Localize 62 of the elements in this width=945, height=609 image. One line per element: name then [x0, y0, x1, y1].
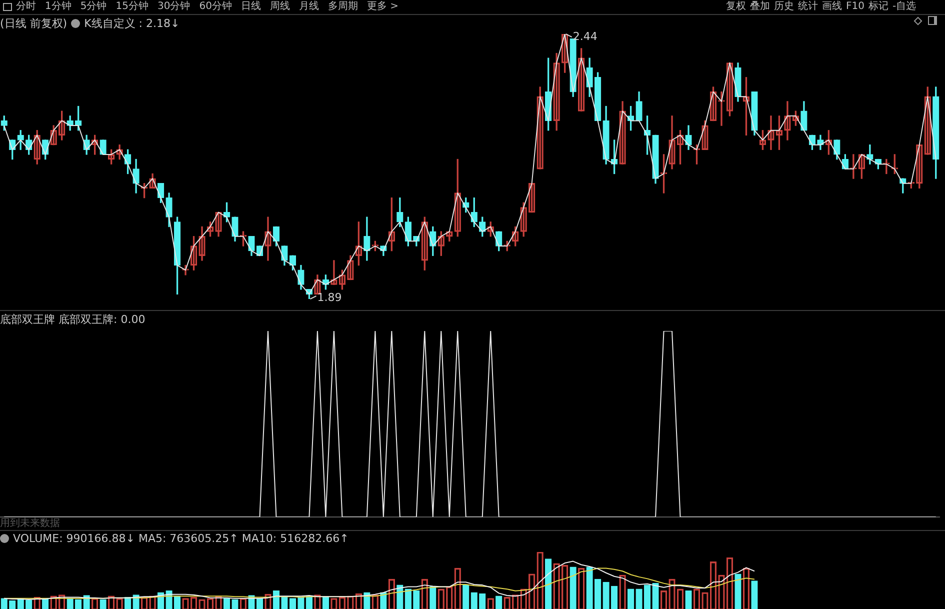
bar: [298, 596, 304, 609]
annotation: 1.89: [317, 290, 342, 304]
text: 60分钟: [199, 0, 232, 14]
text: 统计: [798, 0, 818, 14]
text: 15分钟: [116, 0, 148, 14]
text: 5分钟: [80, 0, 107, 14]
bar: [636, 588, 642, 609]
text: 画线: [822, 0, 842, 14]
bar: [627, 588, 634, 609]
bar: [306, 596, 313, 609]
bar: [322, 596, 330, 609]
chart-title: (日线 前复权): [0, 16, 68, 31]
text: 用到未来数据: [0, 516, 60, 530]
annotation: 2.44: [572, 30, 598, 43]
bar: [75, 599, 82, 609]
chart-subtitle: K线自定义 : 2.18↓: [84, 16, 180, 31]
text: 日线: [240, 0, 261, 14]
text: F10: [846, 0, 864, 14]
bar: [0, 598, 8, 609]
bar: [413, 590, 420, 609]
bar: [223, 598, 230, 609]
bar: [430, 586, 436, 609]
bar: [404, 588, 412, 609]
bar: [289, 598, 296, 609]
bar: [42, 598, 49, 609]
text: 历史: [774, 0, 794, 14]
bar: [470, 592, 478, 609]
text: 分时: [16, 0, 36, 14]
bar: [586, 566, 593, 609]
bar: [281, 596, 288, 609]
bar: [594, 578, 602, 609]
chart-title: VOLUME: 990166.88↓ MA5: 763605.25↑ MA10: 516282.66↑: [13, 532, 349, 545]
bar: [380, 592, 387, 609]
bar: [734, 574, 742, 609]
bar: [751, 580, 758, 609]
text: 1分钟: [45, 0, 72, 14]
bar: [545, 558, 552, 609]
text: 周线: [270, 0, 290, 14]
text: 更多 >: [366, 0, 399, 14]
text: 月线: [298, 0, 319, 14]
bar: [174, 596, 181, 609]
bar: [610, 586, 618, 609]
text: 标记: [868, 0, 888, 14]
bar: [602, 582, 610, 609]
text: 叠加: [750, 0, 770, 14]
bar: [364, 592, 370, 609]
bar: [496, 596, 502, 609]
bar: [685, 590, 692, 609]
bar: [570, 566, 576, 609]
bar: [66, 598, 74, 609]
bar: [256, 598, 264, 609]
bar: [124, 596, 132, 609]
bar: [644, 584, 651, 609]
chart-title: 底部双王牌 底部双王牌: 0.00: [0, 312, 146, 327]
text: 多周期: [328, 0, 358, 14]
text: -自选: [892, 0, 916, 14]
text: 30分钟: [157, 0, 190, 14]
bar: [479, 593, 486, 609]
bar: [652, 582, 659, 609]
bar: [462, 584, 470, 609]
bar: [100, 599, 106, 609]
text: 复权: [726, 0, 746, 14]
